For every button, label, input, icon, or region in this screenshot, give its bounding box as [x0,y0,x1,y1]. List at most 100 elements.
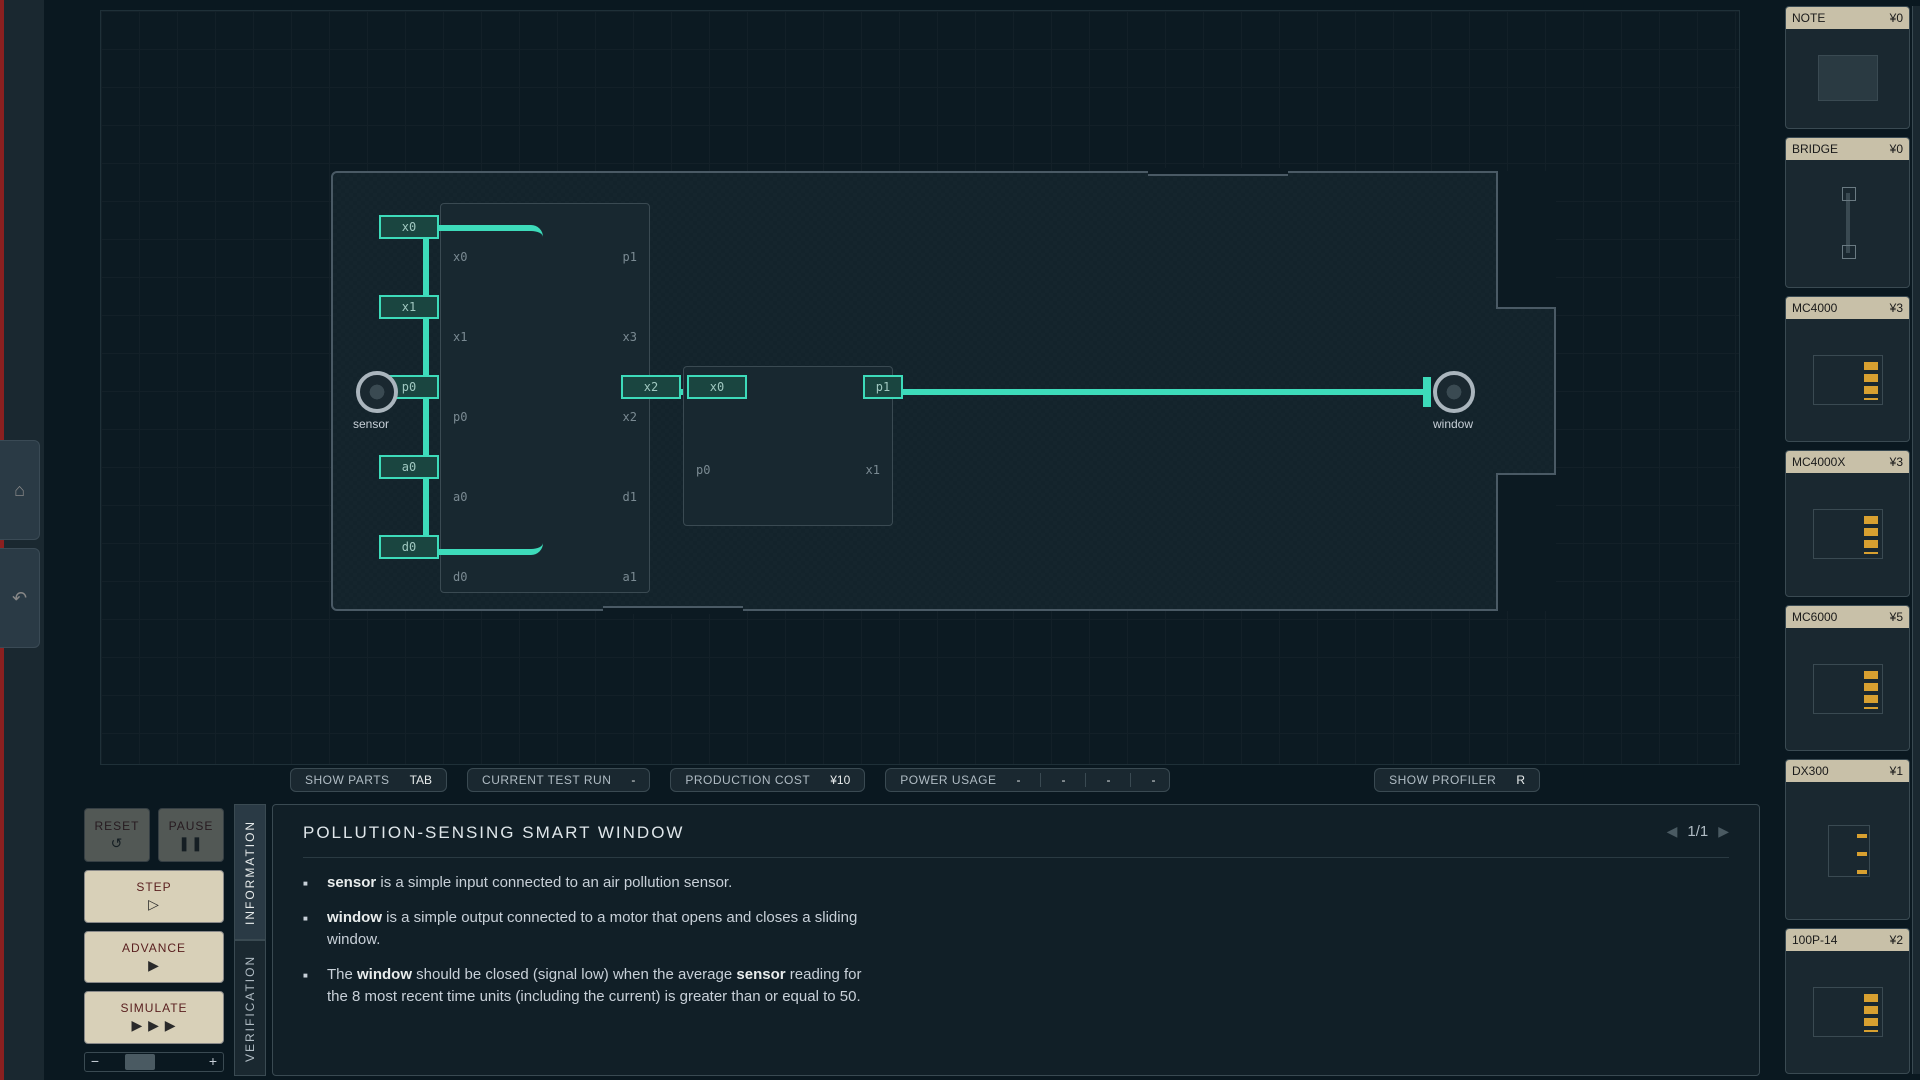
status-label: SHOW PROFILER [1389,773,1496,787]
status-hotkey: R [1516,773,1525,787]
plus-icon: + [203,1053,223,1069]
parts-panel: NOTE ¥0 BRIDGE ¥0 MC4000 ¥3 MC4000X ¥3 M… [1785,6,1910,1074]
part-card[interactable]: 100P-14 ¥2 [1785,928,1910,1074]
part-header: DX300 ¥1 [1786,760,1909,782]
button-label: RESET [94,819,139,833]
current-test-run: CURRENT TEST RUN - [467,768,650,792]
pin-stub[interactable]: x1 [379,295,439,319]
pin-stub[interactable]: x0 [687,375,747,399]
pin-stub-label: x1 [402,300,416,314]
tab-verification[interactable]: VERIFICATION [234,940,266,1076]
status-label: POWER USAGE [900,773,996,787]
board-rail [1148,168,1288,176]
info-body: sensor is a simple input connected to an… [303,872,1729,1009]
advance-button[interactable]: ADVANCE ▶ [84,931,224,984]
part-body [1786,951,1909,1073]
page-next-icon[interactable]: ▶ [1718,823,1729,840]
pin-stub-label: x0 [710,380,724,394]
status-label: SHOW PARTS [305,773,390,787]
part-card[interactable]: BRIDGE ¥0 [1785,137,1910,288]
step-icon: ▷ [148,896,160,913]
io-window[interactable] [1433,371,1475,413]
reset-button[interactable]: RESET ↺ [84,808,150,862]
power-usage: POWER USAGE - - - - [885,768,1170,792]
pin-label: x1 [866,463,880,477]
status-value: - [1106,773,1110,787]
part-card[interactable]: MC4000 ¥3 [1785,296,1910,442]
part-header: MC4000 ¥3 [1786,297,1909,319]
info-bullet: window is a simple output connected to a… [303,907,863,952]
part-header: 100P-14 ¥2 [1786,929,1909,951]
part-cost: ¥0 [1890,142,1903,156]
status-value: - [1061,773,1065,787]
pin-stub-label: x0 [402,220,416,234]
separator [1040,773,1041,787]
status-bar: SHOW PARTS TAB CURRENT TEST RUN - PRODUC… [290,768,1540,796]
part-cost: ¥3 [1890,455,1903,469]
part-header: MC4000X ¥3 [1786,451,1909,473]
status-value: - [1151,773,1155,787]
advance-icon: ▶ [148,957,160,974]
part-cost: ¥5 [1890,610,1903,624]
pin-label: d1 [623,490,637,504]
pin-stub-label: a0 [402,460,416,474]
part-cost: ¥2 [1890,933,1903,947]
pin-stub[interactable]: p1 [863,375,903,399]
pin-label: d0 [453,570,467,584]
home-button[interactable]: ⌂ [0,440,40,540]
board-notch [1496,171,1556,309]
part-body [1786,319,1909,441]
pin-stub[interactable]: d0 [379,535,439,559]
part-card[interactable]: MC6000 ¥5 [1785,605,1910,751]
trace [423,225,543,555]
simulate-icon: ▶ ▶ ▶ [131,1017,176,1034]
part-thumb [1813,987,1883,1037]
part-thumb [1813,509,1883,559]
part-cost: ¥1 [1890,764,1903,778]
pin-stub-label: x2 [644,380,658,394]
io-window-label: window [1433,417,1473,431]
pin-label: p1 [623,250,637,264]
pin-stub[interactable]: x0 [379,215,439,239]
part-header: NOTE ¥0 [1786,7,1909,29]
pin-stub[interactable]: a0 [379,455,439,479]
io-sensor[interactable] [356,371,398,413]
part-name: 100P-14 [1792,933,1837,947]
show-parts-button[interactable]: SHOW PARTS TAB [290,768,447,792]
part-name: MC4000X [1792,455,1845,469]
page-prev-icon[interactable]: ◀ [1667,823,1678,840]
status-value: ¥10 [830,773,850,787]
tab-information[interactable]: INFORMATION [234,804,266,940]
undo-button[interactable]: ↶ [0,548,40,648]
part-thumb [1846,193,1850,253]
part-card[interactable]: MC4000X ¥3 [1785,450,1910,596]
page-number: 1/1 [1687,823,1708,840]
pin-stub-label: p1 [876,380,890,394]
speed-slider[interactable]: − + [84,1052,224,1072]
part-thumb [1818,55,1878,101]
show-profiler-button[interactable]: SHOW PROFILER R [1374,768,1540,792]
step-button[interactable]: STEP ▷ [84,870,224,923]
design-canvas[interactable]: x0 x1 p0 a0 d0 p1 x3 x2 d1 a1 x0 p0 p1 x… [100,10,1740,765]
pin-stub[interactable]: x2 [621,375,681,399]
status-hotkey: TAB [410,773,432,787]
info-bullet: The window should be closed (signal low)… [303,964,863,1009]
parts-scrollbar[interactable] [1912,6,1920,1074]
separator [1130,773,1131,787]
status-label: CURRENT TEST RUN [482,773,611,787]
part-name: BRIDGE [1792,142,1838,156]
slider-knob[interactable] [125,1054,155,1070]
part-card[interactable]: NOTE ¥0 [1785,6,1910,129]
pause-button[interactable]: PAUSE ❚❚ [158,808,224,862]
circuit-board[interactable]: x0 x1 p0 a0 d0 p1 x3 x2 d1 a1 x0 p0 p1 x… [331,171,1556,611]
info-tab-rail: INFORMATION VERIFICATION [234,804,266,1076]
part-body [1786,473,1909,595]
button-label: ADVANCE [122,941,186,955]
simulate-button[interactable]: SIMULATE ▶ ▶ ▶ [84,991,224,1044]
part-card[interactable]: DX300 ¥1 [1785,759,1910,920]
part-thumb [1813,355,1883,405]
part-name: NOTE [1792,11,1825,25]
trace [895,389,1425,395]
pin-stub-label: d0 [402,540,416,554]
bottom-panel: RESET ↺ PAUSE ❚❚ STEP ▷ ADVANCE ▶ SIMULA… [80,804,1760,1076]
